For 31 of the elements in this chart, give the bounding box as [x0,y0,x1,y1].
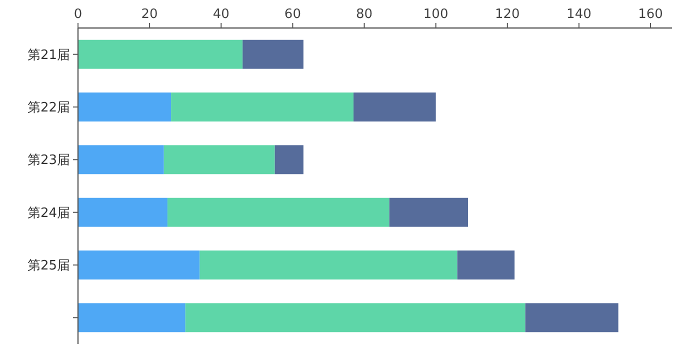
x-tick-label: 160 [638,7,663,22]
x-tick-label: 100 [423,7,448,22]
bar [78,40,243,69]
y-tick-label: 第24届 [27,206,70,221]
y-tick-label: 第21届 [27,48,70,63]
bar [200,250,458,280]
y-tick-label: 第25届 [27,258,70,274]
bar [78,92,172,122]
bar [354,92,436,122]
x-tick-label: 40 [212,7,230,22]
y-tick-label: 第22届 [27,100,70,116]
y-tick-label: 第23届 [27,153,70,168]
bar [171,92,354,122]
x-tick-label: 80 [356,7,373,22]
x-tick-label: 120 [494,7,520,22]
bar [457,250,515,280]
bar [78,303,186,332]
bar [525,303,618,332]
x-tick-label: 140 [566,7,592,22]
bar [78,145,164,174]
x-tick-label: 0 [74,7,82,22]
bar [274,145,304,174]
bar [78,250,200,280]
bar [164,145,275,174]
bar [389,198,468,227]
x-tick-label: 60 [284,7,301,22]
bar [185,303,526,332]
bar [78,198,168,227]
x-tick-label: 20 [141,7,158,22]
bar [167,198,390,227]
bar [242,40,304,69]
